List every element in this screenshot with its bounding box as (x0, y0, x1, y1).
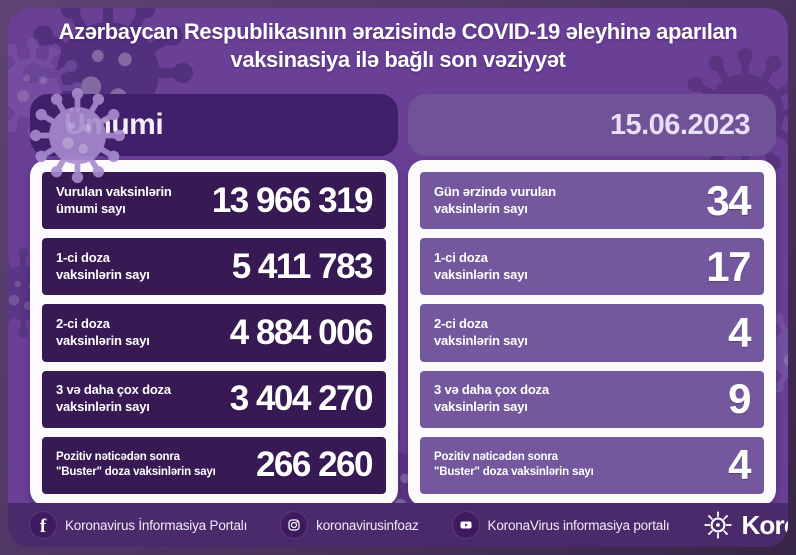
stat-value: 4 (728, 441, 751, 489)
stat-row-daily-booster-dose: Pozitiv nəticədən sonra "Buster" doza vak… (420, 436, 764, 495)
instagram-icon (281, 512, 308, 538)
instagram-label: koronavirusinfoaz (316, 517, 419, 533)
stat-label: 3 və daha çox doza vaksinlərin sayı (56, 382, 171, 415)
stat-value: 266 260 (255, 445, 374, 485)
infographic-poster: Azərbaycan Respublikasının ərazisində CO… (8, 8, 788, 547)
facebook-icon: f (30, 512, 56, 538)
youtube-link[interactable]: KoronaVirus informasiya portalı (452, 512, 670, 538)
footer-bar: f Koronavirus İnformasiya Portalı korona… (8, 503, 788, 547)
youtube-icon (452, 512, 479, 538)
koronavirus-logo: KoronaVirus info (703, 510, 788, 540)
daily-stats-panel: Gün ərzində vurulan vaksinlərin sayı 34 1… (408, 160, 776, 506)
left-panel-title: Ümumi (64, 108, 164, 141)
stat-label: 1-ci doza vaksinlərin sayı (56, 249, 150, 282)
stat-value: 5 411 783 (231, 246, 374, 286)
stat-label: Pozitiv nəticədən sonra "Buster" doza vak… (56, 451, 216, 479)
stat-row-daily-total: Gün ərzində vurulan vaksinlərin sayı 34 (420, 172, 764, 230)
stat-value: 4 (728, 309, 751, 356)
instagram-link[interactable]: koronavirusinfoaz (281, 512, 419, 538)
logo-text: KoronaVirus (741, 510, 788, 540)
title-line-2: vaksinasiya ilə bağlı son vəziyyət (230, 46, 566, 72)
stat-value: 9 (728, 375, 751, 423)
stat-row-booster-dose: Pozitiv nəticədən sonra "Buster" doza vak… (42, 436, 386, 495)
date-header: 15.06.2023 (408, 94, 776, 156)
stat-row-daily-second-dose: 2-ci doza vaksinlərin sayı 4 (420, 304, 764, 362)
page-title: Azərbaycan Respublikasının ərazisində CO… (8, 18, 788, 73)
stat-value: 4 884 006 (229, 313, 374, 352)
stat-value: 34 (706, 176, 751, 224)
stat-row-second-dose: 2-ci doza vaksinlərin sayı 4 884 006 (42, 304, 386, 362)
stat-row-daily-first-dose: 1-ci doza vaksinlərin sayı 17 (420, 238, 764, 296)
stat-label: 2-ci doza vaksinlərin sayı (434, 316, 528, 348)
virus-logo-icon (703, 510, 734, 540)
stat-value: 17 (706, 242, 751, 290)
stat-label: Vurulan vaksinlərin ümumi sayı (56, 183, 172, 216)
stat-row-first-dose: 1-ci doza vaksinlərin sayı 5 411 783 (42, 238, 386, 296)
stat-row-total-vaccines: Vurulan vaksinlərin ümumi sayı 13 966 319 (42, 172, 386, 230)
stat-label: 3 və daha çox doza vaksinlərin sayı (434, 382, 549, 415)
stat-value: 13 966 319 (211, 180, 374, 220)
youtube-label: KoronaVirus informasiya portalı (487, 517, 670, 533)
stat-value: 3 404 270 (229, 379, 374, 419)
stat-label: 2-ci doza vaksinlərin sayı (56, 316, 150, 348)
date-value: 15.06.2023 (609, 108, 751, 141)
title-line-1: Azərbaycan Respublikasının ərazisində CO… (58, 19, 738, 44)
stat-row-third-dose: 3 və daha çox doza vaksinlərin sayı 3 404… (42, 370, 386, 428)
stat-label: Pozitiv nəticədən sonra "Buster" doza vak… (434, 451, 594, 479)
stat-label: 1-ci doza vaksinlərin sayı (434, 249, 528, 282)
stat-label: Gün ərzində vurulan vaksinlərin sayı (434, 183, 556, 216)
facebook-label: Koronavirus İnformasiya Portalı (65, 517, 248, 533)
facebook-link[interactable]: f Koronavirus İnformasiya Portalı (30, 512, 247, 538)
stat-row-daily-third-dose: 3 və daha çox doza vaksinlərin sayı 9 (420, 370, 764, 428)
cumulative-stats-panel: Vurulan vaksinlərin ümumi sayı 13 966 319… (30, 160, 398, 506)
left-panel-header: Ümumi (30, 94, 398, 156)
